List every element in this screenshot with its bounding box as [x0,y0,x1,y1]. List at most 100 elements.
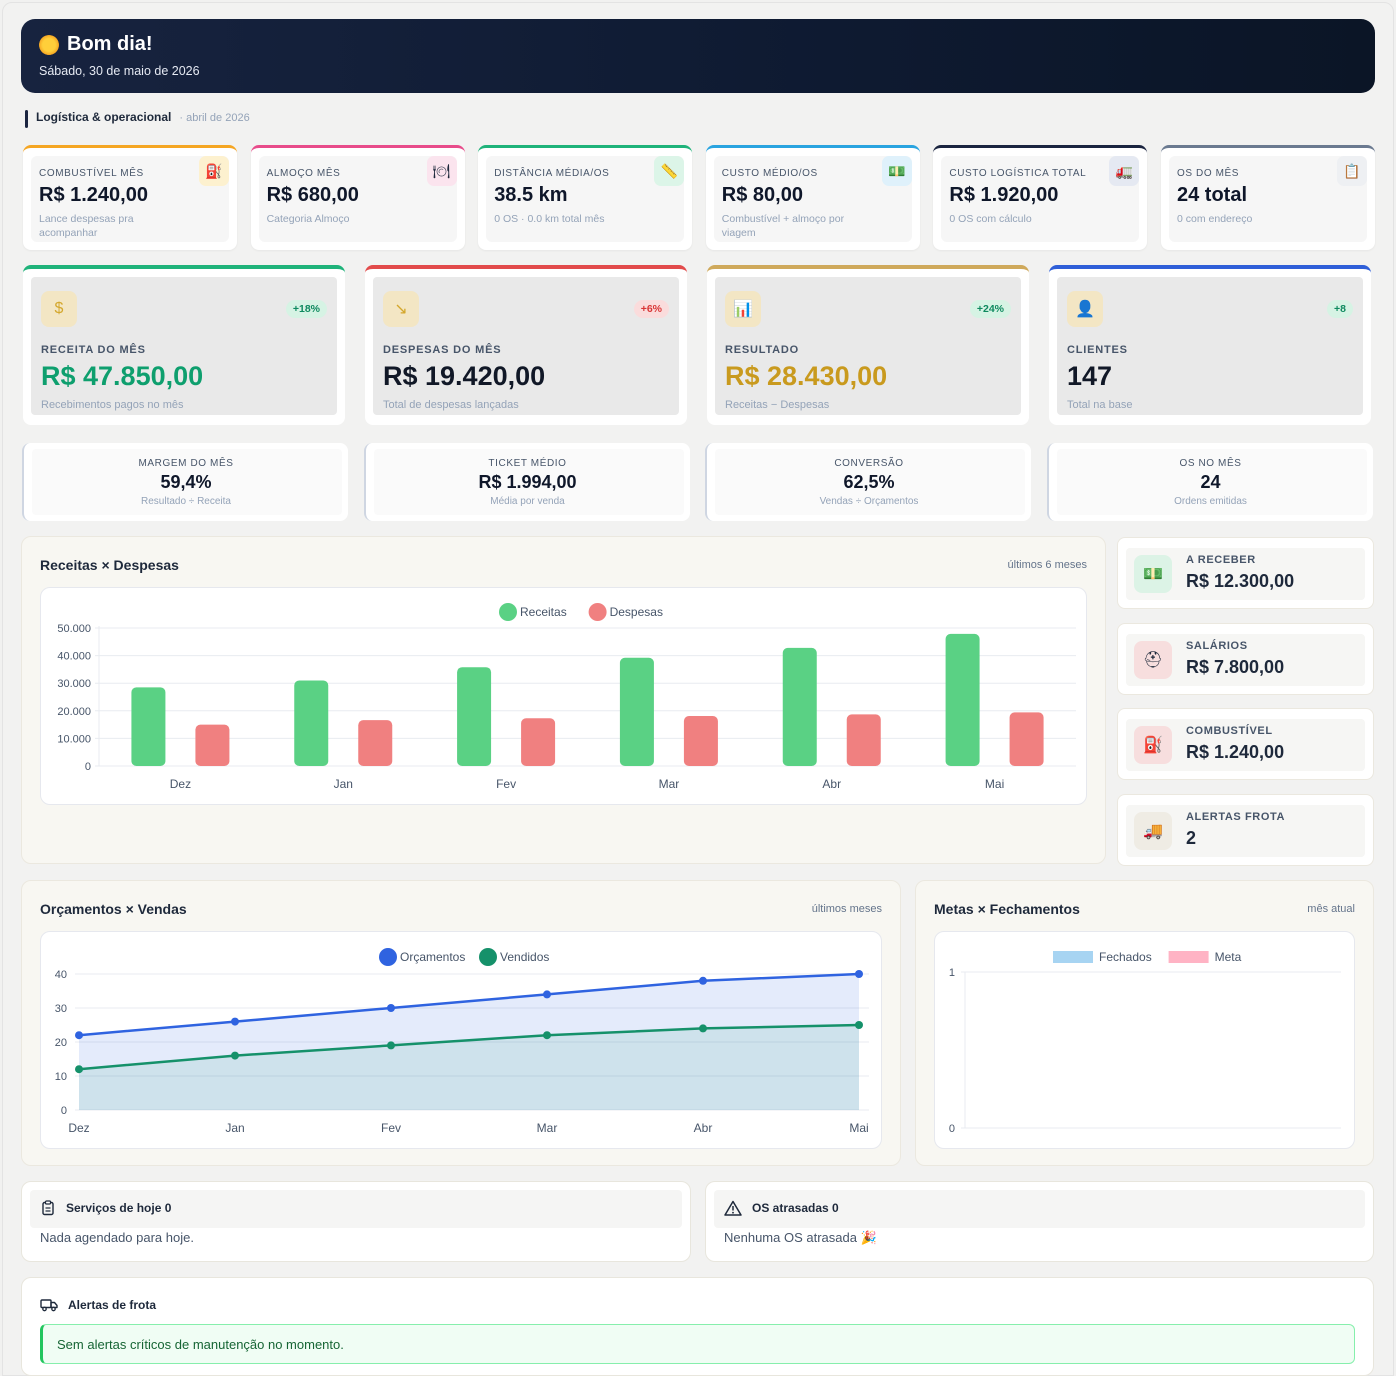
clipboard-icon: 📋 [1337,156,1367,186]
late-os-title: OS atrasadas 0 [752,1201,839,1215]
side-summary-card: 🚚 ALERTAS FROTA 2 [1117,793,1374,866]
revenue-expense-chart: 0 10.000 20.000 30.000 40.000 50.000 Dez Jan Fev… [40,587,1087,805]
x-tick-label: Mai [849,1121,868,1135]
panel-period: últimos meses [811,903,882,915]
point-vendidos [387,1041,395,1050]
y-tick-label: 20 [55,1037,67,1049]
fuel-pump-icon: ⛽ [199,156,229,186]
dollar-icon: $ [41,291,77,327]
legend-label: Orçamentos [400,950,465,964]
change-badge: +6% [633,300,669,318]
legend-swatch [379,948,397,966]
change-badge: +8 [1327,300,1353,318]
kpi-subtext: Categoria Almoço [266,213,350,225]
stat-value: 24 [1200,472,1221,492]
legend-label: Vendidos [500,950,549,964]
x-tick-label: Mai [985,777,1004,791]
section-accent [25,110,28,128]
kpi-subtext: 0 OS · 0.0 km total mês [494,213,605,225]
today-services-empty: Nada agendado para hoje. [40,1230,194,1245]
bar-receitas [782,647,817,766]
legend-swatch [588,603,607,621]
legend-swatch [1168,951,1209,963]
x-tick-label: Jan [334,777,353,791]
stat-subtext: Resultado ÷ Receita [141,496,231,507]
point-orçamentos [543,990,551,999]
truck-icon: 🚛 [1109,156,1140,186]
stat-subtext: Média por venda [490,496,565,507]
legend-label: Meta [1215,950,1242,964]
summary-label: DESPESAS DO MÊS [383,344,502,356]
stat-label: CONVERSÃO [834,458,904,469]
stat-card: MARGEM DO MÊS 59,4% Resultado ÷ Receita [22,443,348,521]
kpi-card: ALMOÇO MÊS R$ 680,00 Categoria Almoço 🍽 [250,145,465,250]
kpi-label: COMBUSTÍVEL MÊS [39,168,144,179]
greeting-banner: Bom dia! Sábado, 30 de maio de 2026 [21,19,1375,93]
budget-sales-svg: 0 10 20 30 40 Dez Jan Fev Mar Abr Mai Orçamentos Ven… [55,948,869,1135]
y-tick-label: 40 [55,969,67,981]
bar-despesas [683,716,718,766]
point-vendidos [231,1051,239,1060]
x-tick-label: Abr [694,1121,713,1135]
y-tick-label: 0 [949,1123,955,1135]
line-orçamentos [78,972,860,1037]
greeting-title: Bom dia! [67,33,153,55]
summary-subtext: Total na base [1067,399,1133,411]
kpi-card: DISTÂNCIA MÉDIA/OS 38.5 km 0 OS · 0.0 km… [478,145,693,250]
revenue-expense-svg: 0 10.000 20.000 30.000 40.000 50.000 Dez Jan Fev… [57,603,1076,791]
kpi-subtext: 0 com endereço [1177,213,1253,225]
y-tick-label: 0 [85,761,91,773]
point-vendidos [699,1024,707,1033]
stat-label: TICKET MÉDIO [488,458,567,469]
side-summary-card: ⛽ COMBUSTÍVEL R$ 1.240,00 [1117,708,1374,780]
legend-label: Despesas [610,605,663,619]
summary-subtext: Receitas − Despesas [725,399,830,411]
clipboard-icon [42,1200,54,1216]
summary-label: CLIENTES [1067,344,1128,356]
side-card-value: R$ 12.300,00 [1186,571,1295,591]
change-badge: +24% [969,300,1011,318]
y-tick-label: 0 [61,1105,67,1117]
x-tick-label: Jan [225,1121,244,1135]
bar-despesas [195,724,230,766]
kpi-card: CUSTO MÉDIO/OS R$ 80,00 Combustível + al… [705,145,920,250]
kpi-label: OS DO MÊS [1177,168,1240,179]
kpi-label: CUSTO MÉDIO/OS [721,168,818,179]
kpi-value: R$ 1.240,00 [39,184,148,206]
summary-value: 147 [1067,361,1113,391]
change-badge: +18% [285,300,327,318]
side-card-label: A RECEBER [1186,554,1256,566]
side-summary-card: 💵 A RECEBER R$ 12.300,00 [1117,537,1374,609]
x-tick-label: Fev [496,777,516,791]
fleet-alerts-title: Alertas de frota [68,1298,157,1312]
money-icon: 💵 [881,156,912,186]
fuel-pump-icon: ⛽ [1134,726,1172,764]
sun-icon [39,34,59,55]
summary-label: RECEITA DO MÊS [41,344,146,356]
kpi-subtext: 0 OS com cálculo [949,213,1032,225]
legend-label: Receitas [520,605,567,619]
user-icon: 👤 [1067,291,1103,327]
stat-label: MARGEM DO MÊS [138,458,234,469]
goals-closings-svg: 0 1 Fechados Meta [949,950,1341,1135]
truck-icon: 🚚 [1134,811,1172,850]
goals-closings-panel: Metas × Fechamentos mês atual 0 1 Fechados… [915,880,1374,1166]
stat-value: 59,4% [160,472,212,492]
summary-card: $ +18% RECEITA DO MÊS R$ 47.850,00 Receb… [23,265,345,425]
x-tick-label: Dez [68,1121,89,1135]
kpi-card: COMBUSTÍVEL MÊS R$ 1.240,00 Lance despes… [23,145,237,250]
bar-receitas [131,687,166,766]
summary-card: ↘ +6% DESPESAS DO MÊS R$ 19.420,00 Total… [365,265,687,425]
y-tick-label: 50.000 [57,623,91,635]
bar-despesas [358,720,393,766]
stat-subtext: Vendas ÷ Orçamentos [819,496,919,507]
y-tick-label: 30 [55,1003,67,1015]
side-card-value: R$ 1.240,00 [1186,742,1285,762]
stat-value: 62,5% [843,472,895,492]
kpi-subtext: Lance despesas pra acompanhar [39,213,134,239]
y-tick-label: 20.000 [57,706,91,718]
kpi-value: R$ 80,00 [721,184,803,206]
kpi-value: 38.5 km [494,184,568,206]
warning-icon [724,1200,742,1216]
side-card-label: COMBUSTÍVEL [1186,725,1273,737]
